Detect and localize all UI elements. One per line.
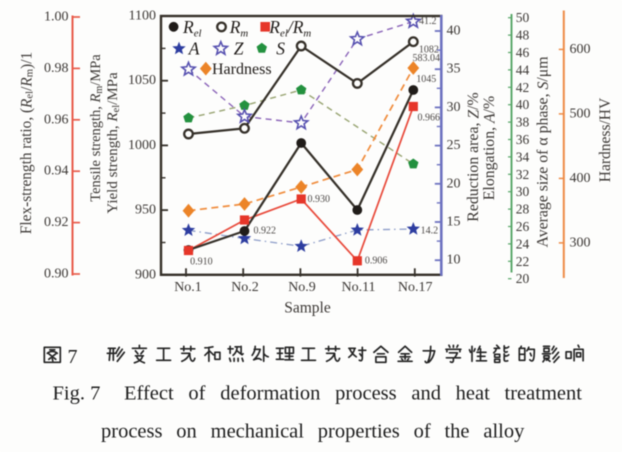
svg-text:Fig. 7: Fig. 7: [53, 383, 101, 405]
svg-text:Effect of deformation process: Effect of deformation process and heat t…: [124, 383, 582, 405]
svg-text:1045: 1045: [416, 74, 436, 85]
svg-text:14.2: 14.2: [421, 226, 439, 237]
svg-text:40: 40: [447, 24, 461, 39]
svg-text:Average size of α phase, S/μm: Average size of α phase, S/μm: [535, 56, 552, 248]
svg-text:No.9: No.9: [288, 280, 316, 295]
svg-text:0.922: 0.922: [254, 226, 277, 237]
svg-text:Hardness: Hardness: [212, 61, 272, 78]
svg-text:No.11: No.11: [341, 280, 375, 295]
svg-text:22: 22: [516, 254, 530, 269]
svg-text:Flex-strength ratio, (Rel/Rm)/: Flex-strength ratio, (Rel/Rm)/1: [18, 52, 36, 234]
svg-text:20: 20: [516, 271, 530, 286]
svg-text:Tensile strength, Rm/MPa: Tensile strength, Rm/MPa: [88, 54, 105, 202]
svg-text:0.906: 0.906: [365, 256, 388, 267]
svg-text:583.04: 583.04: [413, 53, 441, 64]
svg-text:Reduction area, Z/%: Reduction area, Z/%: [465, 92, 482, 221]
svg-text:0.96: 0.96: [44, 112, 69, 127]
svg-text:Sample: Sample: [284, 300, 331, 317]
svg-text:36: 36: [516, 132, 530, 147]
svg-text:Yield strength, Rel/MPa: Yield strength, Rel/MPa: [105, 72, 122, 214]
svg-text:30: 30: [447, 100, 461, 115]
svg-text:Rel/Rm: Rel/Rm: [268, 17, 311, 40]
svg-text:Hardness/HV: Hardness/HV: [597, 97, 614, 182]
svg-text:Elongation, A/%: Elongation, A/%: [481, 96, 498, 200]
svg-text:1.00: 1.00: [44, 10, 69, 25]
svg-text:25: 25: [447, 138, 461, 153]
svg-text:900: 900: [135, 267, 156, 282]
svg-text:0.930: 0.930: [308, 194, 331, 205]
svg-text:S: S: [276, 39, 285, 59]
svg-text:32: 32: [516, 167, 530, 182]
svg-text:46: 46: [516, 45, 530, 60]
svg-text:24: 24: [516, 236, 530, 251]
svg-text:7: 7: [68, 346, 78, 368]
svg-text:44: 44: [516, 62, 530, 77]
svg-text:1100: 1100: [129, 9, 156, 24]
svg-text:42: 42: [516, 80, 530, 95]
svg-text:A: A: [188, 39, 200, 59]
svg-text:0.98: 0.98: [44, 61, 69, 76]
svg-text:0.910: 0.910: [190, 256, 213, 267]
svg-text:50: 50: [516, 10, 530, 25]
svg-text:1000: 1000: [128, 138, 156, 153]
svg-text:34: 34: [516, 149, 530, 164]
svg-text:950: 950: [135, 203, 156, 218]
svg-text:0.966: 0.966: [418, 112, 441, 123]
svg-text:No.2: No.2: [231, 280, 259, 295]
svg-text:30: 30: [516, 184, 530, 199]
svg-text:48: 48: [516, 28, 530, 43]
svg-text:No.1: No.1: [174, 280, 202, 295]
svg-text:0.90: 0.90: [44, 267, 69, 282]
svg-text:1050: 1050: [128, 73, 156, 88]
svg-text:40: 40: [516, 97, 530, 112]
svg-text:35: 35: [447, 62, 461, 77]
svg-text:26: 26: [516, 219, 530, 234]
svg-text:No.17: No.17: [398, 280, 433, 295]
svg-text:38: 38: [516, 115, 530, 130]
svg-text:10: 10: [447, 253, 461, 268]
svg-text:400: 400: [570, 171, 591, 186]
svg-text:600: 600: [570, 42, 591, 57]
svg-text:28: 28: [516, 202, 530, 217]
svg-text:0.92: 0.92: [44, 215, 69, 230]
svg-text:300: 300: [570, 235, 591, 250]
svg-text:Z: Z: [234, 39, 244, 59]
svg-text:process on mechanical properti: process on mechanical properties of the …: [101, 421, 525, 443]
svg-text:41.2: 41.2: [419, 16, 437, 27]
svg-text:15: 15: [447, 215, 461, 230]
svg-text:0.94: 0.94: [44, 164, 69, 179]
svg-text:20: 20: [447, 176, 461, 191]
svg-text:500: 500: [570, 106, 591, 121]
svg-text:1082: 1082: [419, 44, 439, 55]
